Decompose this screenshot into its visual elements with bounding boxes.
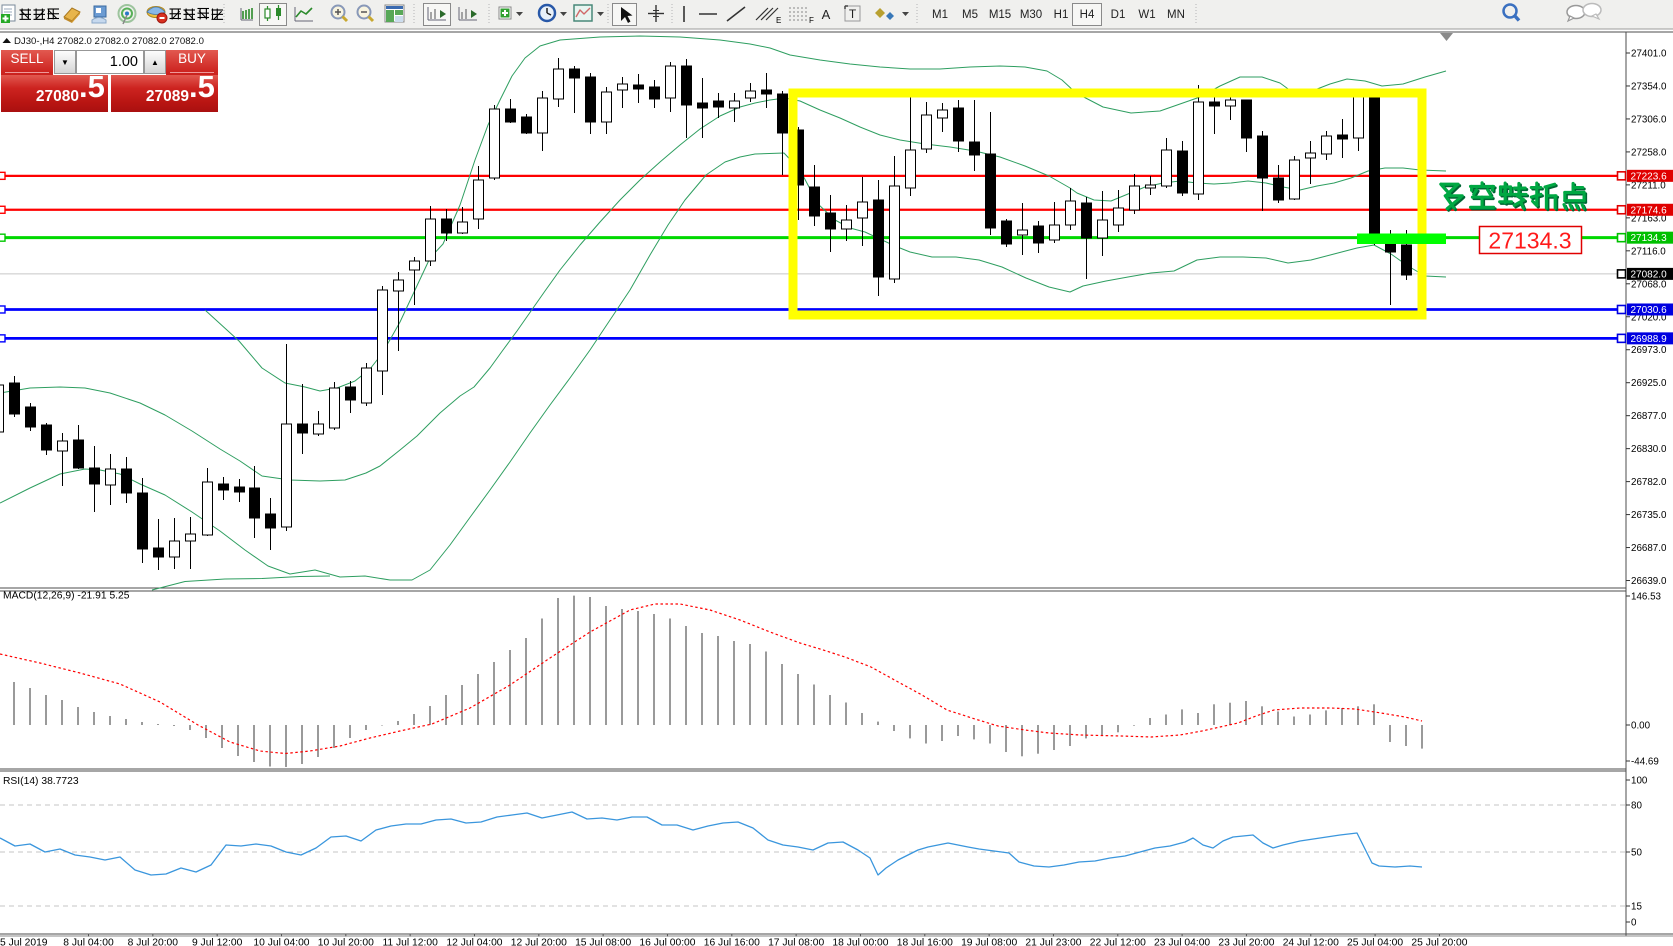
svg-text:25 Jul 04:00: 25 Jul 04:00 [1347, 938, 1403, 946]
svg-text:A: A [822, 7, 831, 22]
svg-text:27306.0: 27306.0 [1631, 114, 1667, 125]
svg-text:M1: M1 [932, 9, 948, 21]
svg-text:100: 100 [1631, 776, 1648, 787]
svg-text:26639.0: 26639.0 [1631, 576, 1667, 587]
svg-text:26988.9: 26988.9 [1631, 334, 1668, 345]
svg-text:146.53: 146.53 [1631, 592, 1662, 603]
svg-text:27116.0: 27116.0 [1631, 246, 1666, 257]
svg-text:10 Jul 20:00: 10 Jul 20:00 [318, 938, 374, 946]
svg-text:M5: M5 [962, 9, 978, 21]
svg-text:8 Jul 20:00: 8 Jul 20:00 [128, 938, 179, 946]
svg-text:26925.0: 26925.0 [1631, 378, 1667, 389]
svg-text:11 Jul 12:00: 11 Jul 12:00 [382, 938, 438, 946]
svg-text:H4: H4 [1080, 9, 1095, 21]
svg-text:23 Jul 04:00: 23 Jul 04:00 [1154, 938, 1210, 946]
svg-text:27163.0: 27163.0 [1631, 213, 1667, 224]
svg-text:26687.0: 26687.0 [1631, 543, 1667, 554]
svg-text:MACD(12,26,9) -21.91 5.25: MACD(12,26,9) -21.91 5.25 [3, 591, 130, 602]
svg-text:DJ30-,H4 27082.0 27082.0 2708: DJ30-,H4 27082.0 27082.0 27082.0 27082.0 [14, 36, 204, 47]
svg-text:27401.0: 27401.0 [1631, 49, 1667, 60]
svg-text:H1: H1 [1054, 9, 1069, 21]
svg-text:19 Jul 08:00: 19 Jul 08:00 [961, 938, 1017, 946]
svg-text:16 Jul 16:00: 16 Jul 16:00 [704, 938, 760, 946]
svg-text:27223.6: 27223.6 [1631, 171, 1668, 182]
svg-text:16 Jul 00:00: 16 Jul 00:00 [639, 938, 695, 946]
svg-text:27134.3: 27134.3 [1488, 228, 1571, 254]
svg-text:-44.69: -44.69 [1631, 757, 1659, 768]
svg-text:10 Jul 04:00: 10 Jul 04:00 [253, 938, 309, 946]
svg-text:T: T [849, 7, 857, 21]
svg-text:80: 80 [1631, 801, 1642, 812]
svg-text:26877.0: 26877.0 [1631, 411, 1667, 422]
svg-text:24 Jul 12:00: 24 Jul 12:00 [1283, 938, 1339, 946]
svg-text:M15: M15 [989, 9, 1011, 21]
svg-text:0: 0 [1631, 918, 1637, 929]
svg-text:12 Jul 04:00: 12 Jul 04:00 [446, 938, 502, 946]
svg-text:D1: D1 [1111, 9, 1126, 21]
svg-text:27174.6: 27174.6 [1631, 205, 1668, 216]
svg-text:50: 50 [1631, 848, 1642, 859]
svg-text:27068.0: 27068.0 [1631, 279, 1667, 290]
svg-text:27134.3: 27134.3 [1631, 233, 1668, 244]
svg-text:26782.0: 26782.0 [1631, 477, 1667, 488]
svg-text:8 Jul 04:00: 8 Jul 04:00 [63, 938, 114, 946]
svg-text:5 Jul 2019: 5 Jul 2019 [0, 938, 48, 946]
svg-text:25 Jul 20:00: 25 Jul 20:00 [1411, 938, 1467, 946]
svg-text:18 Jul 16:00: 18 Jul 16:00 [897, 938, 953, 946]
svg-text:27354.0: 27354.0 [1631, 81, 1667, 92]
svg-text:27211.0: 27211.0 [1631, 180, 1666, 191]
svg-text:27258.0: 27258.0 [1631, 147, 1667, 158]
svg-text:23 Jul 20:00: 23 Jul 20:00 [1218, 938, 1274, 946]
svg-text:27020.0: 27020.0 [1631, 312, 1667, 323]
svg-text:17 Jul 08:00: 17 Jul 08:00 [768, 938, 824, 946]
svg-text:MN: MN [1167, 9, 1185, 21]
svg-text:15 Jul 08:00: 15 Jul 08:00 [575, 938, 631, 946]
svg-text:22 Jul 12:00: 22 Jul 12:00 [1090, 938, 1146, 946]
svg-text:18 Jul 00:00: 18 Jul 00:00 [832, 938, 888, 946]
svg-text:12 Jul 20:00: 12 Jul 20:00 [511, 938, 567, 946]
svg-text:27082.0: 27082.0 [1631, 269, 1668, 280]
svg-text:26735.0: 26735.0 [1631, 510, 1667, 521]
svg-text:9 Jul 12:00: 9 Jul 12:00 [192, 938, 243, 946]
svg-text:26973.0: 26973.0 [1631, 345, 1667, 356]
svg-text:W1: W1 [1138, 9, 1155, 21]
svg-text:21 Jul 23:00: 21 Jul 23:00 [1025, 938, 1081, 946]
svg-text:RSI(14) 38.7723: RSI(14) 38.7723 [3, 776, 79, 787]
svg-text:26830.0: 26830.0 [1631, 444, 1667, 455]
svg-text:E: E [776, 16, 781, 25]
svg-text:27030.6: 27030.6 [1631, 305, 1668, 316]
svg-text:M30: M30 [1020, 9, 1042, 21]
svg-text:F: F [809, 16, 814, 25]
svg-text:15: 15 [1631, 902, 1642, 913]
svg-text:0.00: 0.00 [1631, 721, 1651, 732]
